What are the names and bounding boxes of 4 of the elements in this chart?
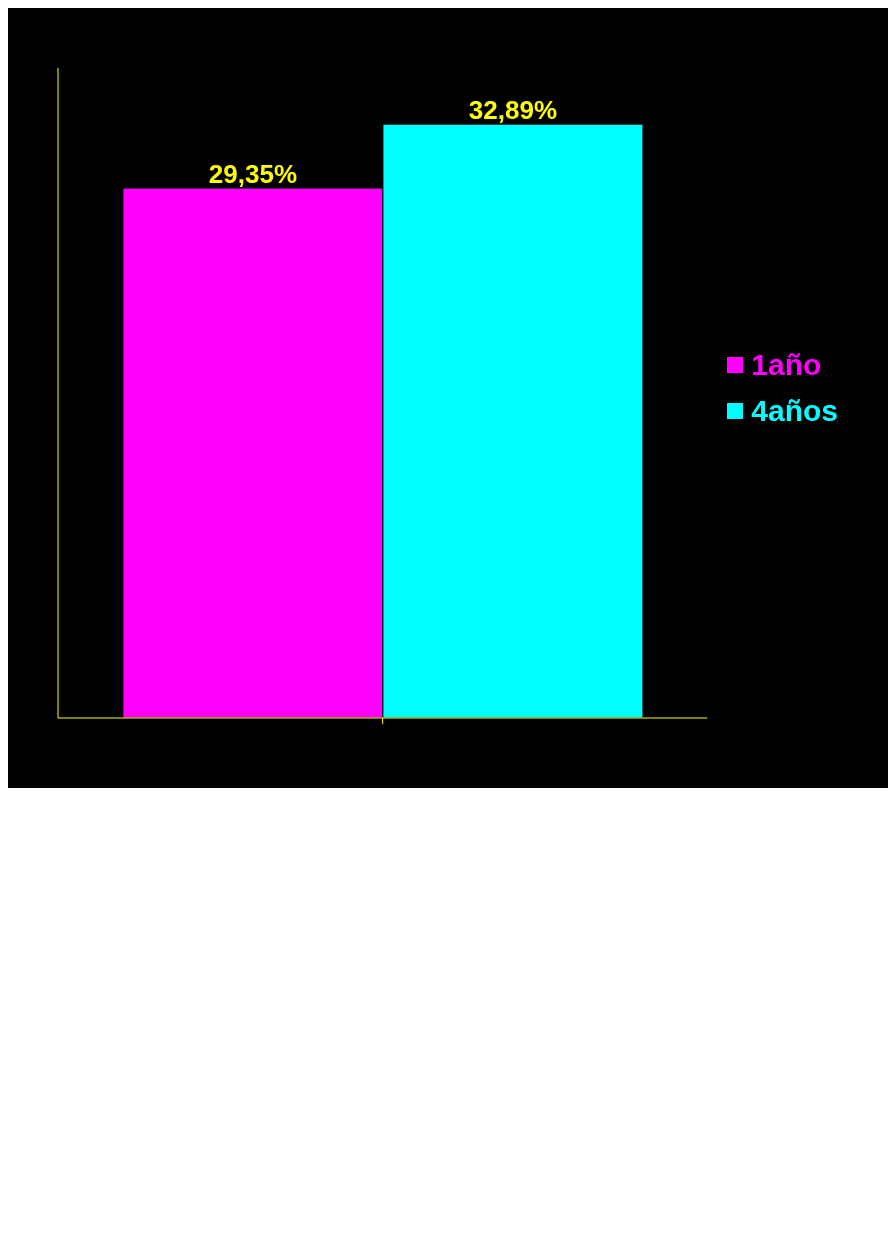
data-label: 29,35%: [208, 159, 298, 190]
legend-label: 1año: [751, 348, 822, 382]
data-label: 32,89%: [468, 95, 558, 126]
text: 4años: [751, 394, 838, 428]
